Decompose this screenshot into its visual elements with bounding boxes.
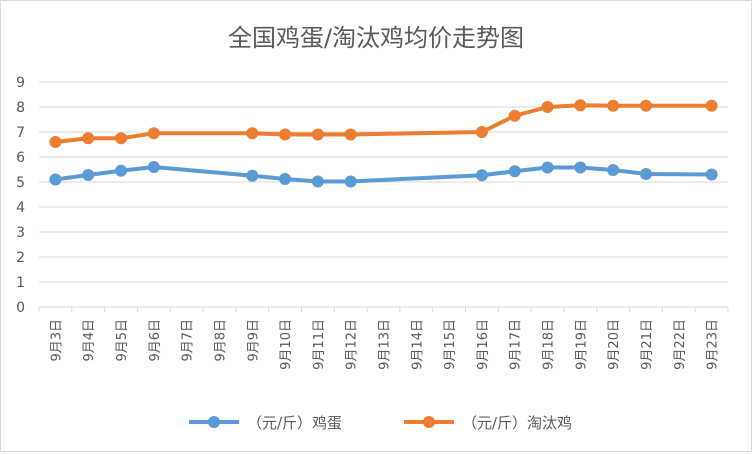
data-point <box>49 173 62 186</box>
x-tick-label: 9月20日 <box>607 319 622 370</box>
x-tick-label: 9月23日 <box>706 319 721 370</box>
data-point <box>82 132 95 145</box>
legend-label: （元/斤）淘汰鸡 <box>462 414 572 432</box>
chart-title: 全国鸡蛋/淘汰鸡均价走势图 <box>228 24 524 52</box>
data-point <box>279 173 292 185</box>
data-point <box>344 175 357 188</box>
x-tick-label: 9月10日 <box>279 319 294 370</box>
data-point <box>279 128 292 141</box>
x-tick-label: 9月13日 <box>378 319 393 370</box>
data-point <box>246 169 259 182</box>
data-point <box>344 128 357 141</box>
data-point <box>246 127 259 140</box>
data-point <box>82 169 95 181</box>
data-point <box>574 99 587 112</box>
data-point <box>475 169 488 182</box>
legend-marker <box>423 416 435 428</box>
data-point <box>147 161 160 173</box>
y-tick-label: 3 <box>16 225 25 241</box>
data-point <box>49 136 62 148</box>
data-point <box>574 161 587 174</box>
x-tick-label: 9月11日 <box>312 319 327 370</box>
x-tick-label: 9月19日 <box>574 319 589 370</box>
x-tick-label: 9月3日 <box>49 319 64 362</box>
legend-marker <box>208 416 220 428</box>
y-tick-label: 7 <box>16 125 25 141</box>
x-tick-label: 9月8日 <box>213 319 228 362</box>
y-tick-label: 5 <box>16 175 25 191</box>
y-tick-label: 4 <box>16 200 25 216</box>
x-tick-label: 9月14日 <box>410 319 425 370</box>
x-tick-label: 9月6日 <box>148 319 163 362</box>
x-tick-label: 9月18日 <box>542 319 557 370</box>
data-point <box>705 99 718 112</box>
y-tick-label: 9 <box>16 75 25 91</box>
data-point <box>541 101 554 113</box>
y-tick-label: 0 <box>16 300 25 316</box>
y-tick-label: 1 <box>16 275 25 291</box>
data-point <box>607 164 620 176</box>
y-tick-label: 6 <box>16 150 25 166</box>
x-tick-label: 9月7日 <box>181 319 196 362</box>
data-point <box>705 168 718 181</box>
data-point <box>541 161 554 174</box>
x-tick-label: 9月4日 <box>82 319 97 362</box>
data-point <box>311 128 324 141</box>
data-point <box>475 126 488 138</box>
data-point <box>639 99 652 112</box>
data-point <box>311 175 324 188</box>
y-tick-label: 2 <box>16 250 25 266</box>
data-point <box>508 165 521 178</box>
x-tick-label: 9月12日 <box>345 319 360 370</box>
x-tick-label: 9月17日 <box>509 319 524 370</box>
legend-label: （元/斤）鸡蛋 <box>247 414 342 432</box>
x-tick-label: 9月5日 <box>115 319 130 362</box>
data-point <box>115 132 128 145</box>
data-point <box>639 168 652 180</box>
data-point <box>147 127 160 140</box>
data-point <box>607 99 620 112</box>
y-tick-label: 8 <box>16 100 25 116</box>
x-tick-label: 9月16日 <box>476 319 491 370</box>
x-tick-label: 9月21日 <box>640 319 655 370</box>
x-tick-label: 9月22日 <box>673 319 688 370</box>
x-tick-label: 9月9日 <box>246 319 261 362</box>
x-tick-label: 9月15日 <box>443 319 458 370</box>
data-point <box>115 164 128 177</box>
data-point <box>508 109 521 122</box>
